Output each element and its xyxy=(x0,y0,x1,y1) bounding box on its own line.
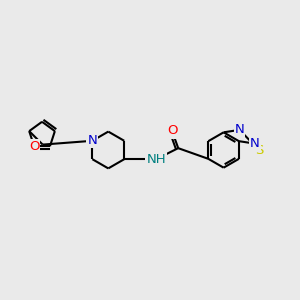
Text: N: N xyxy=(235,123,244,136)
Text: S: S xyxy=(255,143,263,157)
Text: O: O xyxy=(167,124,177,137)
Text: N: N xyxy=(250,137,260,150)
Text: NH: NH xyxy=(146,153,166,166)
Text: N: N xyxy=(88,134,97,147)
Text: O: O xyxy=(29,140,39,153)
